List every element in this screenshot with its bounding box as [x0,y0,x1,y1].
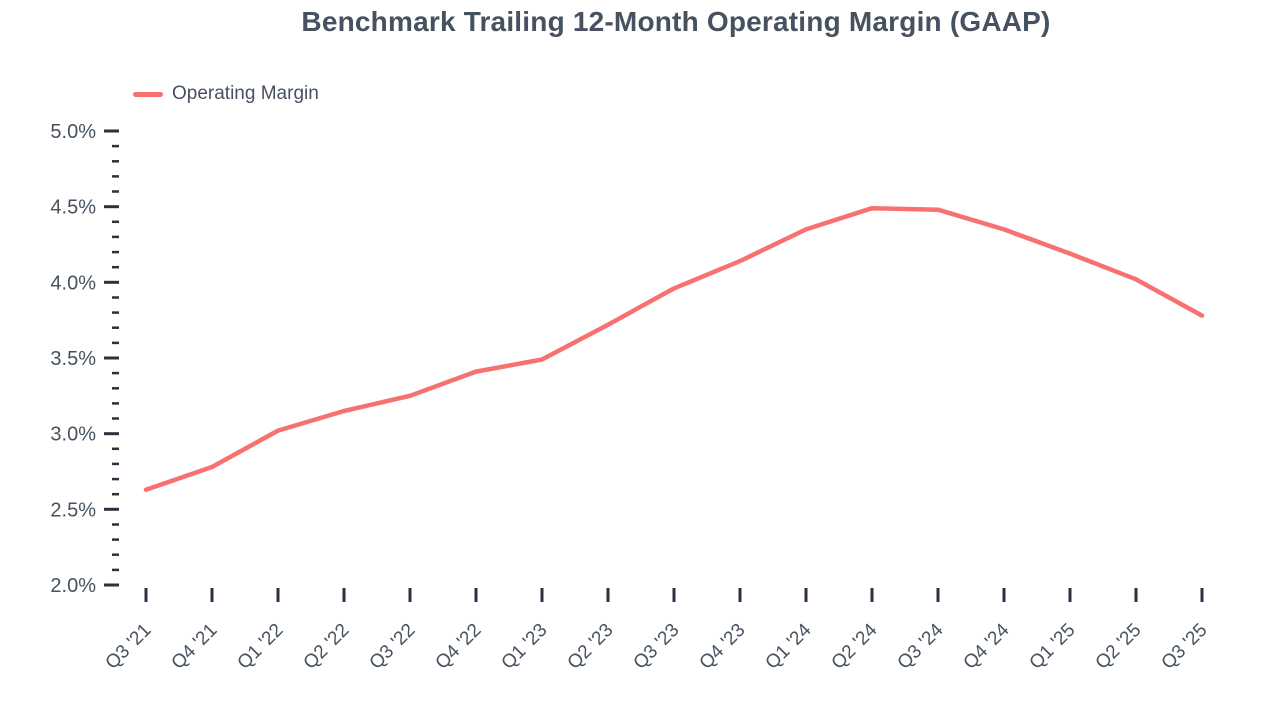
svg-text:3.5%: 3.5% [50,348,96,370]
svg-text:Q1 '24: Q1 '24 [762,619,816,673]
svg-text:5.0%: 5.0% [50,121,96,143]
svg-text:Q1 '25: Q1 '25 [1026,620,1080,674]
svg-text:Q4 '22: Q4 '22 [432,620,486,674]
svg-text:4.5%: 4.5% [50,197,96,219]
svg-text:Q3 '25: Q3 '25 [1158,620,1212,674]
chart-title: Benchmark Trailing 12-Month Operating Ma… [301,6,1051,37]
svg-text:Q2 '22: Q2 '22 [300,620,354,674]
svg-text:Q3 '23: Q3 '23 [630,620,684,674]
svg-text:Q3 '21: Q3 '21 [102,620,156,674]
legend: Operating Margin [133,84,319,104]
svg-text:Q4 '23: Q4 '23 [696,620,750,674]
svg-text:Q2 '25: Q2 '25 [1092,620,1146,674]
svg-text:Q3 '24: Q3 '24 [894,619,948,673]
legend-label: Operating Margin [172,83,319,104]
svg-text:3.0%: 3.0% [50,424,96,446]
svg-text:Q1 '23: Q1 '23 [498,620,552,674]
svg-text:Q1 '22: Q1 '22 [234,620,288,674]
svg-text:Q4 '21: Q4 '21 [168,620,222,674]
svg-text:Q2 '23: Q2 '23 [564,620,618,674]
svg-text:Q3 '22: Q3 '22 [366,620,420,674]
legend-line-swatch [133,91,163,97]
svg-text:4.0%: 4.0% [50,272,96,294]
svg-text:Q4 '24: Q4 '24 [960,619,1014,673]
svg-text:Q2 '24: Q2 '24 [828,619,882,673]
svg-text:2.5%: 2.5% [50,499,96,521]
svg-text:2.0%: 2.0% [50,575,96,597]
